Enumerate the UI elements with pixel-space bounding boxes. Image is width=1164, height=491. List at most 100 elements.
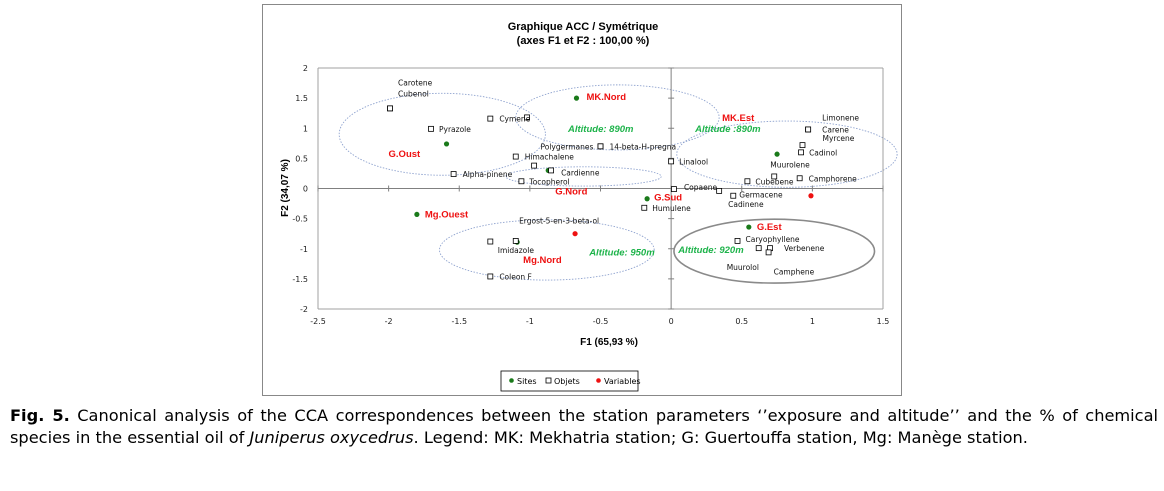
object-label: Imidazole bbox=[498, 246, 535, 255]
group-ellipse bbox=[515, 84, 720, 151]
object-label: Tocopherol bbox=[528, 177, 569, 186]
object-point-marker bbox=[796, 175, 803, 182]
y-tick-label: 0 bbox=[303, 185, 308, 194]
group-ellipse bbox=[338, 92, 546, 176]
variable-label: Ergost-5-en-3-beta-ol bbox=[519, 217, 599, 226]
x-tick-label: -0.5 bbox=[593, 317, 609, 326]
chart-subtitle: (axes F1 et F2 : 100,00 %) bbox=[517, 35, 650, 47]
object-point-marker bbox=[512, 153, 519, 160]
object-label: Linalool bbox=[679, 157, 708, 166]
group-ellipse bbox=[676, 120, 898, 188]
object-label: Cubenol bbox=[398, 89, 429, 98]
x-tick-label: 0.5 bbox=[735, 317, 748, 326]
object-point-marker bbox=[771, 173, 778, 180]
object-point-marker bbox=[765, 249, 772, 256]
object-point-marker bbox=[597, 143, 604, 150]
site-label: G.Nord bbox=[555, 186, 587, 197]
annotations: Altitude: 890m Altitude :890m Altitude: 95… bbox=[567, 124, 761, 259]
site-point-marker bbox=[774, 151, 780, 157]
variable-point-marker bbox=[572, 231, 578, 237]
object-point-marker bbox=[487, 115, 494, 122]
legend-label: Sites bbox=[517, 377, 537, 386]
legend-box bbox=[500, 370, 639, 392]
object-point-marker bbox=[548, 167, 554, 174]
object-point-marker bbox=[734, 238, 741, 244]
chart-frame: Graphique ACC / Symétrique (axes F1 et F… bbox=[262, 4, 902, 396]
data-points bbox=[387, 95, 814, 280]
object-point-marker bbox=[799, 142, 806, 149]
object-point-marker bbox=[798, 149, 804, 156]
site-label: G.Oust bbox=[389, 149, 422, 160]
y-tick-label: 2 bbox=[303, 64, 308, 73]
group-ellipses bbox=[338, 84, 898, 284]
object-point-marker bbox=[450, 171, 457, 177]
object-point-marker bbox=[641, 204, 648, 211]
object-point-marker bbox=[428, 125, 434, 132]
y-tick-label: 0.5 bbox=[295, 154, 308, 163]
object-label: 14-beta-H-pregna bbox=[610, 142, 677, 151]
variable-point-marker bbox=[808, 193, 814, 199]
group-ellipse bbox=[673, 218, 876, 284]
point-labels: G.Oust MK.Nord G.Nord MK.Est G.Sud Mg.Ouest Mg… bbox=[389, 78, 860, 281]
site-label: Mg.Nord bbox=[523, 255, 562, 266]
object-point-marker bbox=[744, 178, 751, 185]
caption-text-2: . Legend: MK: Mekhatria station; G: Guer… bbox=[413, 428, 1028, 447]
object-label: Alpha-pinene bbox=[463, 170, 513, 179]
object-label: Coleon F bbox=[499, 272, 532, 281]
object-point-marker bbox=[755, 245, 762, 252]
object-point-marker bbox=[671, 186, 677, 193]
object-point-marker bbox=[487, 273, 494, 280]
site-label: MK.Est bbox=[722, 113, 755, 124]
object-label: Cadinol bbox=[809, 148, 837, 157]
object-label: Muurolol bbox=[727, 263, 759, 272]
site-point-marker bbox=[644, 196, 650, 202]
altitude-annotation: Altitude: 890m bbox=[567, 124, 634, 135]
altitude-annotation: Altitude: 920m bbox=[677, 245, 744, 256]
y-tick-label: 1.5 bbox=[295, 94, 308, 103]
object-label: Caryophyllene bbox=[746, 235, 800, 244]
legend-marker-variables bbox=[596, 378, 601, 383]
site-label: G.Est bbox=[757, 222, 783, 233]
legend-label: Variables bbox=[604, 377, 641, 386]
site-label: G.Sud bbox=[654, 193, 682, 204]
object-label: Carene bbox=[822, 125, 849, 134]
object-label: Camphorene bbox=[809, 174, 858, 183]
chart-title-group: Graphique ACC / Symétrique (axes F1 et F… bbox=[508, 21, 659, 47]
object-point-marker bbox=[805, 126, 812, 133]
object-label: Verbenene bbox=[784, 244, 825, 253]
object-point-marker bbox=[487, 238, 494, 245]
site-label: Mg.Ouest bbox=[425, 209, 469, 220]
object-point-marker bbox=[730, 192, 737, 199]
object-label: Carotene bbox=[398, 78, 433, 87]
x-tick-label: -1 bbox=[526, 317, 534, 326]
caption-text-1: Canonical analysis of the CCA correspond… bbox=[10, 406, 1158, 447]
y-tick-label: -1.5 bbox=[292, 275, 308, 284]
object-point-marker bbox=[531, 162, 538, 169]
object-label: Copaene bbox=[684, 183, 718, 192]
legend-marker-objets bbox=[545, 377, 552, 384]
y-axis-label: F2 (34,07 %) bbox=[280, 159, 291, 217]
object-point-marker bbox=[668, 158, 675, 165]
object-label: Cadinene bbox=[728, 200, 764, 209]
y-tick-label: -2 bbox=[300, 305, 308, 314]
x-tick-label: -1.5 bbox=[451, 317, 467, 326]
object-label: Cardienne bbox=[561, 168, 600, 177]
altitude-annotation: Altitude: 950m bbox=[588, 247, 655, 258]
object-label: Muurolene bbox=[770, 160, 810, 169]
object-label: Himachalene bbox=[525, 153, 575, 162]
x-tick-label: -2 bbox=[385, 317, 393, 326]
y-tick-labels: -2 -1.5 -1 -0.5 0 0.5 1 1.5 2 bbox=[292, 64, 308, 314]
object-point-marker bbox=[387, 105, 393, 112]
chart-title: Graphique ACC / Symétrique bbox=[508, 21, 659, 33]
legend-marker-sites bbox=[509, 378, 514, 383]
object-point-marker bbox=[524, 114, 530, 121]
cca-scatter-chart: Graphique ACC / Symétrique (axes F1 et F… bbox=[280, 21, 898, 392]
object-label: Cymene bbox=[499, 115, 530, 124]
caption-species: Juniperus oxycedrus bbox=[249, 428, 414, 447]
object-label: Humulene bbox=[652, 204, 691, 213]
altitude-annotation: Altitude :890m bbox=[694, 124, 761, 135]
site-point-marker bbox=[746, 224, 752, 230]
object-point-marker bbox=[512, 238, 519, 244]
x-axis-label: F1 (65,93 %) bbox=[580, 337, 638, 348]
x-tick-labels: -2.5 -2 -1.5 -1 -0.5 0 0.5 1 1.5 bbox=[310, 317, 889, 326]
